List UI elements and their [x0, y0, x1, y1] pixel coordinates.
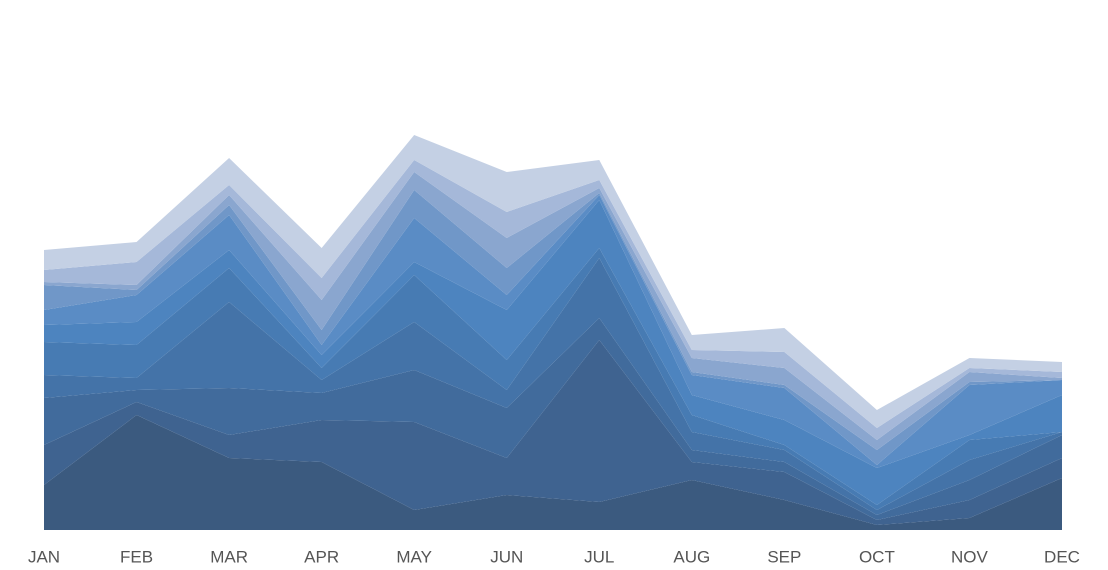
x-tick-label: JUN: [490, 547, 523, 566]
x-tick-label: JUL: [584, 547, 614, 566]
x-tick-label: MAY: [396, 547, 432, 566]
area: [44, 340, 1062, 525]
x-tick-label: APR: [304, 547, 339, 566]
x-tick-label: NOV: [951, 547, 989, 566]
x-tick-label: MAR: [210, 547, 248, 566]
area: [44, 135, 1062, 428]
x-tick-label: FEB: [120, 547, 153, 566]
area: [44, 415, 1062, 530]
area: [44, 200, 1062, 505]
area: [44, 318, 1062, 520]
area: [44, 195, 1062, 468]
x-tick-label: JAN: [28, 547, 60, 566]
x-tick-label: SEP: [767, 547, 801, 566]
x-tick-label: DEC: [1044, 547, 1080, 566]
x-tick-label: OCT: [859, 547, 895, 566]
x-tick-label: AUG: [673, 547, 710, 566]
area: [44, 258, 1062, 515]
area: [44, 172, 1062, 450]
